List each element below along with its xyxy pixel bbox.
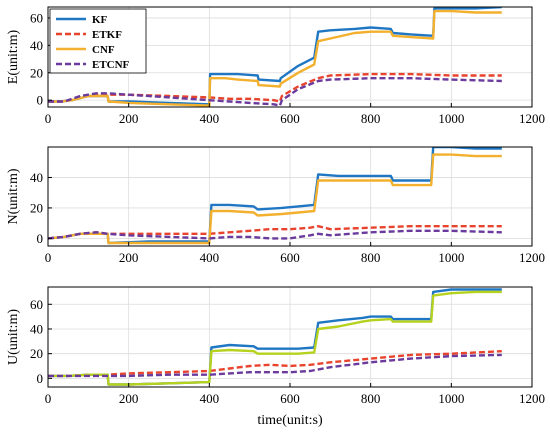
x-tick-label: 200 (119, 391, 139, 406)
x-tick-label: 0 (45, 250, 52, 265)
x-tick-label: 600 (280, 111, 300, 126)
y-axis-label: E(unit:m) (6, 29, 21, 84)
x-tick-label: 600 (280, 250, 300, 265)
y-tick-label: 20 (30, 65, 43, 80)
series-line-etcnf (48, 353, 502, 378)
panel-u: 0 200 400 600 800 1000 1200 0 20 40 60 U(unit:m) tim… (6, 286, 545, 428)
y-tick-label: 60 (30, 10, 43, 25)
legend-label: KF (92, 14, 108, 26)
x-tick-label: 800 (361, 391, 381, 406)
legend: KF ETKF CNF ETCNF (49, 8, 147, 74)
series-line-cnf (48, 153, 502, 245)
x-tick-label: 800 (361, 111, 381, 126)
legend-label: ETKF (92, 29, 122, 41)
series-line-cnf (48, 9, 502, 107)
x-axis-label: time(unit:s) (257, 413, 323, 428)
x-tick-label: 400 (200, 391, 220, 406)
y-tick-label: 40 (30, 170, 43, 185)
series-line-cnf (48, 290, 502, 386)
x-tick-label: 400 (200, 111, 220, 126)
y-tick-label: 0 (37, 93, 44, 108)
x-tick-label: 600 (280, 391, 300, 406)
series-line-etkf (48, 350, 502, 378)
legend-label: ETCNF (92, 59, 130, 71)
y-axis-label: N(unit:m) (6, 168, 21, 224)
y-axis-label: U(unit:m) (6, 309, 21, 365)
x-tick-label: 1000 (438, 111, 464, 126)
y-tick-label: 20 (30, 346, 43, 361)
x-tick-label: 200 (119, 111, 139, 126)
x-tick-label: 0 (45, 111, 52, 126)
x-tick-label: 800 (361, 250, 381, 265)
y-tick-label: 40 (30, 321, 43, 336)
series-line-etkf (48, 72, 502, 103)
x-tick-label: 1200 (519, 391, 545, 406)
series-line-etcnf (48, 76, 502, 107)
y-tick-label: 20 (30, 200, 43, 215)
legend-label: CNF (92, 44, 115, 56)
y-tick-label: 60 (30, 297, 43, 312)
x-tick-label: 200 (119, 250, 139, 265)
x-tick-label: 1000 (438, 250, 464, 265)
panel-n: 0 200 400 600 800 1000 1200 0 20 40 N(unit:m) (6, 146, 545, 265)
y-tick-label: 0 (37, 231, 44, 246)
y-tick-label: 0 (37, 371, 44, 386)
series-line-etcnf (48, 229, 502, 240)
x-tick-label: 0 (45, 391, 52, 406)
x-tick-label: 1200 (519, 111, 545, 126)
x-tick-label: 400 (200, 250, 220, 265)
y-tick-label: 40 (30, 38, 43, 53)
x-tick-label: 1000 (438, 391, 464, 406)
x-tick-label: 1200 (519, 250, 545, 265)
